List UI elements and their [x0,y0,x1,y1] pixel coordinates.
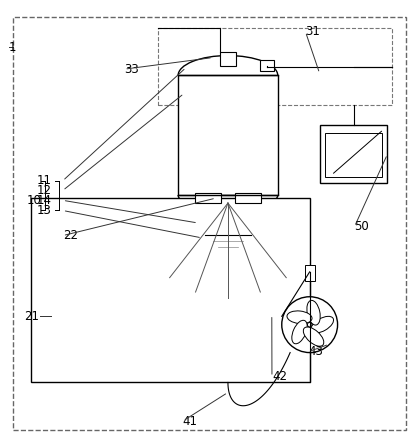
Text: 22: 22 [63,229,78,242]
Ellipse shape [303,327,324,346]
Bar [320,125,387,183]
Bar [31,198,310,382]
Circle shape [282,297,338,353]
Text: 14: 14 [36,194,51,207]
Text: 33: 33 [124,62,139,76]
Text: 13: 13 [36,204,51,217]
Bar [304,265,315,281]
Bar [220,51,236,66]
Polygon shape [205,235,251,251]
Ellipse shape [311,316,333,333]
Text: 43: 43 [308,345,323,358]
Circle shape [307,323,312,327]
Text: 31: 31 [305,25,320,38]
Bar [220,195,236,233]
Bar [235,193,261,203]
Ellipse shape [292,320,307,344]
Bar [260,59,274,71]
Text: 50: 50 [354,220,369,233]
Bar [325,133,383,177]
Bar [178,75,278,195]
Bar [222,251,234,271]
Text: 21: 21 [24,310,39,323]
Text: 11: 11 [36,175,51,187]
Text: 41: 41 [183,415,198,427]
Bar [158,27,392,105]
Text: 42: 42 [272,370,287,384]
Bar [195,193,221,203]
Polygon shape [196,225,260,251]
Text: 12: 12 [36,184,51,197]
Ellipse shape [287,311,312,324]
Text: 1: 1 [8,41,16,54]
Ellipse shape [307,300,320,325]
Text: 10: 10 [26,194,42,207]
